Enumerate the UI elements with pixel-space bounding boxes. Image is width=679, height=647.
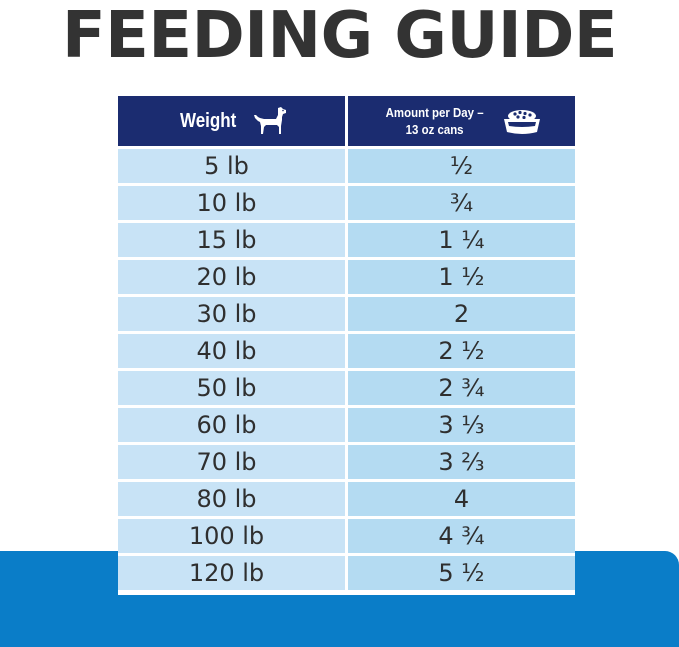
amount-cell: 4 ¾ (348, 519, 575, 553)
amount-cell: 2 ½ (348, 334, 575, 368)
weight-cell: 40 lb (118, 334, 345, 368)
weight-header-label: Weight (180, 109, 237, 132)
amount-cell: 3 ⅔ (348, 445, 575, 479)
amount-header-line2: 13 oz cans (405, 122, 464, 137)
food-bowl-icon (500, 105, 544, 137)
page-title: FEEDING GUIDE (61, 0, 618, 73)
weight-cell: 50 lb (118, 371, 345, 405)
amount-cell: ¾ (348, 186, 575, 220)
weight-cell: 80 lb (118, 482, 345, 516)
weight-cell: 60 lb (118, 408, 345, 442)
amount-cell: 2 ¾ (348, 371, 575, 405)
amount-header-line1: Amount per Day – (385, 105, 484, 120)
amount-cell: 3 ⅓ (348, 408, 575, 442)
weight-cell: 5 lb (118, 149, 345, 183)
amount-cell: 1 ¼ (348, 223, 575, 257)
amount-cell: 2 (348, 297, 575, 331)
amount-cell: 4 (348, 482, 575, 516)
amount-cell: 5 ½ (348, 556, 575, 590)
amount-header-label: Amount per Day – 13 oz cans (386, 104, 484, 138)
weight-cell: 10 lb (118, 186, 345, 220)
amount-cell: ½ (348, 149, 575, 183)
feeding-table: Weight 5 lb 10 lb 15 lb 20 lb 30 lb 40 lb 50 l… (118, 96, 575, 595)
amount-cell: 1 ½ (348, 260, 575, 294)
dog-icon (252, 106, 288, 136)
amount-header: Amount per Day – 13 oz cans (348, 96, 575, 146)
weight-cell: 30 lb (118, 297, 345, 331)
weight-header: Weight (118, 96, 345, 146)
weight-cell: 20 lb (118, 260, 345, 294)
weight-cell: 70 lb (118, 445, 345, 479)
weight-column: Weight 5 lb 10 lb 15 lb 20 lb 30 lb 40 lb 50 l… (118, 96, 345, 595)
weight-cell: 15 lb (118, 223, 345, 257)
weight-cell: 120 lb (118, 556, 345, 590)
weight-cell: 100 lb (118, 519, 345, 553)
